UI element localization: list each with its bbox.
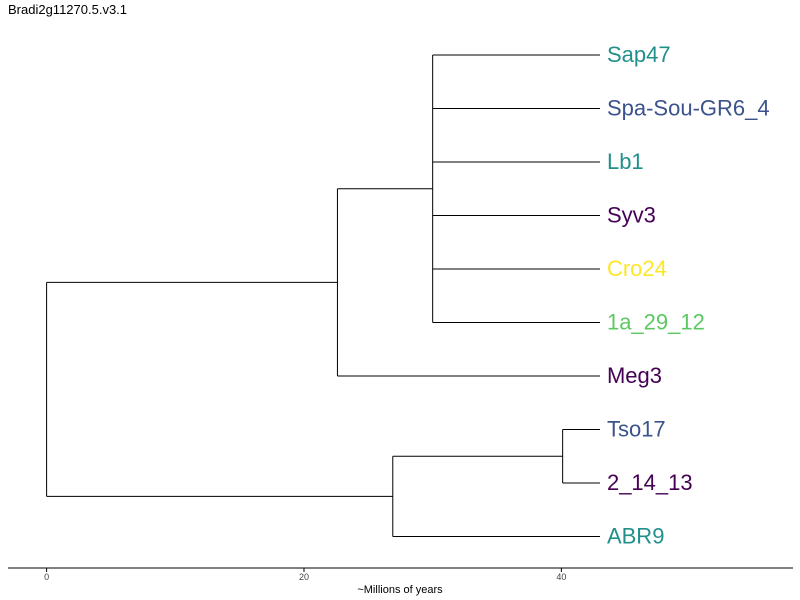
tip-label: Syv3	[607, 202, 656, 227]
x-axis: 0 20 40 ~Millions of years	[8, 567, 793, 596]
tip-label: 2_14_13	[607, 470, 693, 495]
tip-label: Tso17	[607, 416, 666, 441]
chart-title: Bradi2g11270.5.v3.1	[8, 2, 128, 17]
tree-tip-labels: Sap47 Spa-Sou-GR6_4 Lb1 Syv3 Cro24 1a_29_12 Me…	[607, 42, 770, 549]
x-tick-label: 0	[44, 572, 49, 582]
x-axis-title: ~Millions of years	[357, 584, 443, 596]
tip-label: Cro24	[607, 256, 667, 281]
tip-label: Meg3	[607, 363, 662, 388]
tip-label: 1a_29_12	[607, 309, 705, 334]
tip-label: Sap47	[607, 42, 671, 67]
tip-label: Spa-Sou-GR6_4	[607, 95, 770, 120]
tree-branches	[46, 54, 600, 537]
x-tick-label: 40	[556, 572, 566, 582]
x-tick-label: 20	[299, 572, 309, 582]
tip-label: ABR9	[607, 523, 664, 548]
tip-label: Lb1	[607, 149, 644, 174]
